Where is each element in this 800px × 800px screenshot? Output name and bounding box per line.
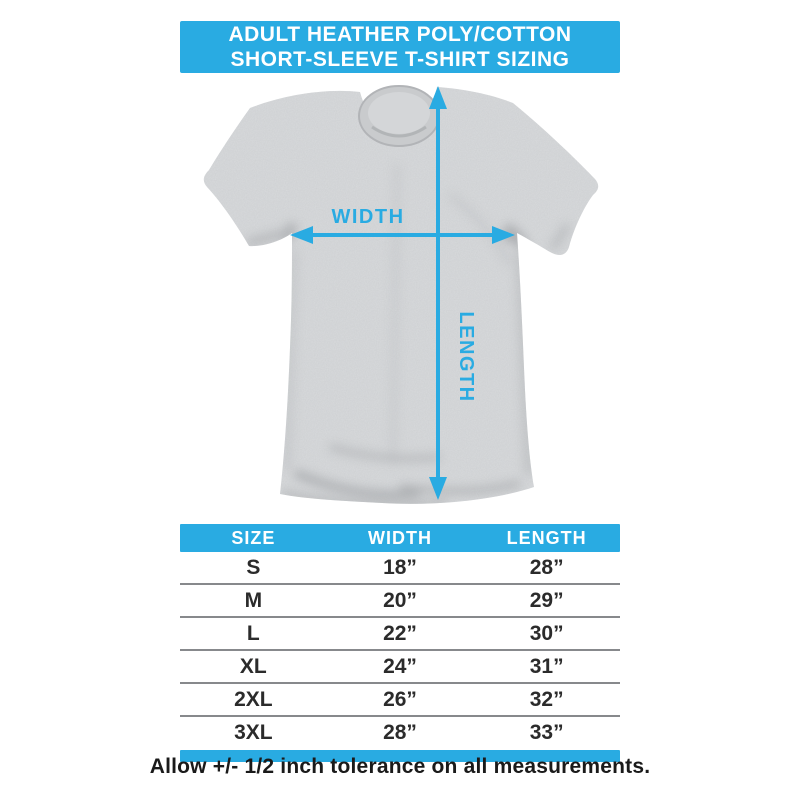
length-arrow [429, 86, 447, 500]
cell-length: 31” [529, 654, 564, 678]
table-row: 2XL 26” 32” [180, 682, 620, 715]
cell-length: 28” [529, 555, 564, 579]
arrowhead-right-icon [492, 226, 515, 244]
arrowhead-up-icon [429, 86, 447, 109]
width-dimension-label: WIDTH [331, 206, 404, 228]
size-table-header: SIZE WIDTH LENGTH [180, 524, 620, 552]
arrowhead-down-icon [429, 477, 447, 500]
cell-width: 22” [383, 621, 417, 645]
tolerance-note: Allow +/- 1/2 inch tolerance on all meas… [149, 755, 651, 778]
column-header-length: LENGTH [506, 527, 587, 548]
collar [358, 85, 440, 147]
header-line-2: SHORT-SLEEVE T-SHIRT SIZING [230, 48, 570, 71]
cell-width: 18” [383, 555, 417, 579]
table-row: S 18” 28” [180, 552, 620, 583]
cell-size: L [246, 621, 260, 645]
cell-length: 30” [529, 621, 564, 645]
table-row: M 20” 29” [180, 583, 620, 616]
shirt-diagram-svg: WIDTH LENGTH [203, 85, 599, 504]
cell-size: 3XL [234, 720, 273, 744]
table-bottom-bar [180, 750, 620, 762]
table-row: 3XL 28” 33” [180, 715, 620, 748]
size-table: SIZE WIDTH LENGTH S 18” 28” M 20” 29” L … [180, 524, 620, 762]
width-arrow [290, 226, 515, 244]
cell-length: 33” [529, 720, 564, 744]
cell-width: 28” [383, 720, 417, 744]
cell-size: XL [239, 654, 267, 678]
table-row: XL 24” 31” [180, 649, 620, 682]
arrowhead-left-icon [290, 226, 313, 244]
cell-width: 20” [383, 588, 417, 612]
header-line-1: ADULT HEATHER POLY/COTTON [228, 23, 572, 46]
header-banner: ADULT HEATHER POLY/COTTON SHORT-SLEEVE T… [180, 21, 620, 73]
cell-size: 2XL [234, 687, 273, 711]
cell-width: 26” [383, 687, 417, 711]
cell-length: 32” [529, 687, 564, 711]
table-row: L 22” 30” [180, 616, 620, 649]
length-dimension-label: LENGTH [455, 311, 477, 402]
column-header-size: SIZE [231, 527, 276, 548]
shirt-diagram: WIDTH LENGTH [100, 75, 700, 525]
cell-width: 24” [383, 654, 417, 678]
column-header-width: WIDTH [368, 527, 432, 548]
cell-length: 29” [529, 588, 564, 612]
cell-size: M [244, 588, 263, 612]
cell-size: S [246, 555, 261, 579]
tshirt-graphic [203, 85, 599, 504]
